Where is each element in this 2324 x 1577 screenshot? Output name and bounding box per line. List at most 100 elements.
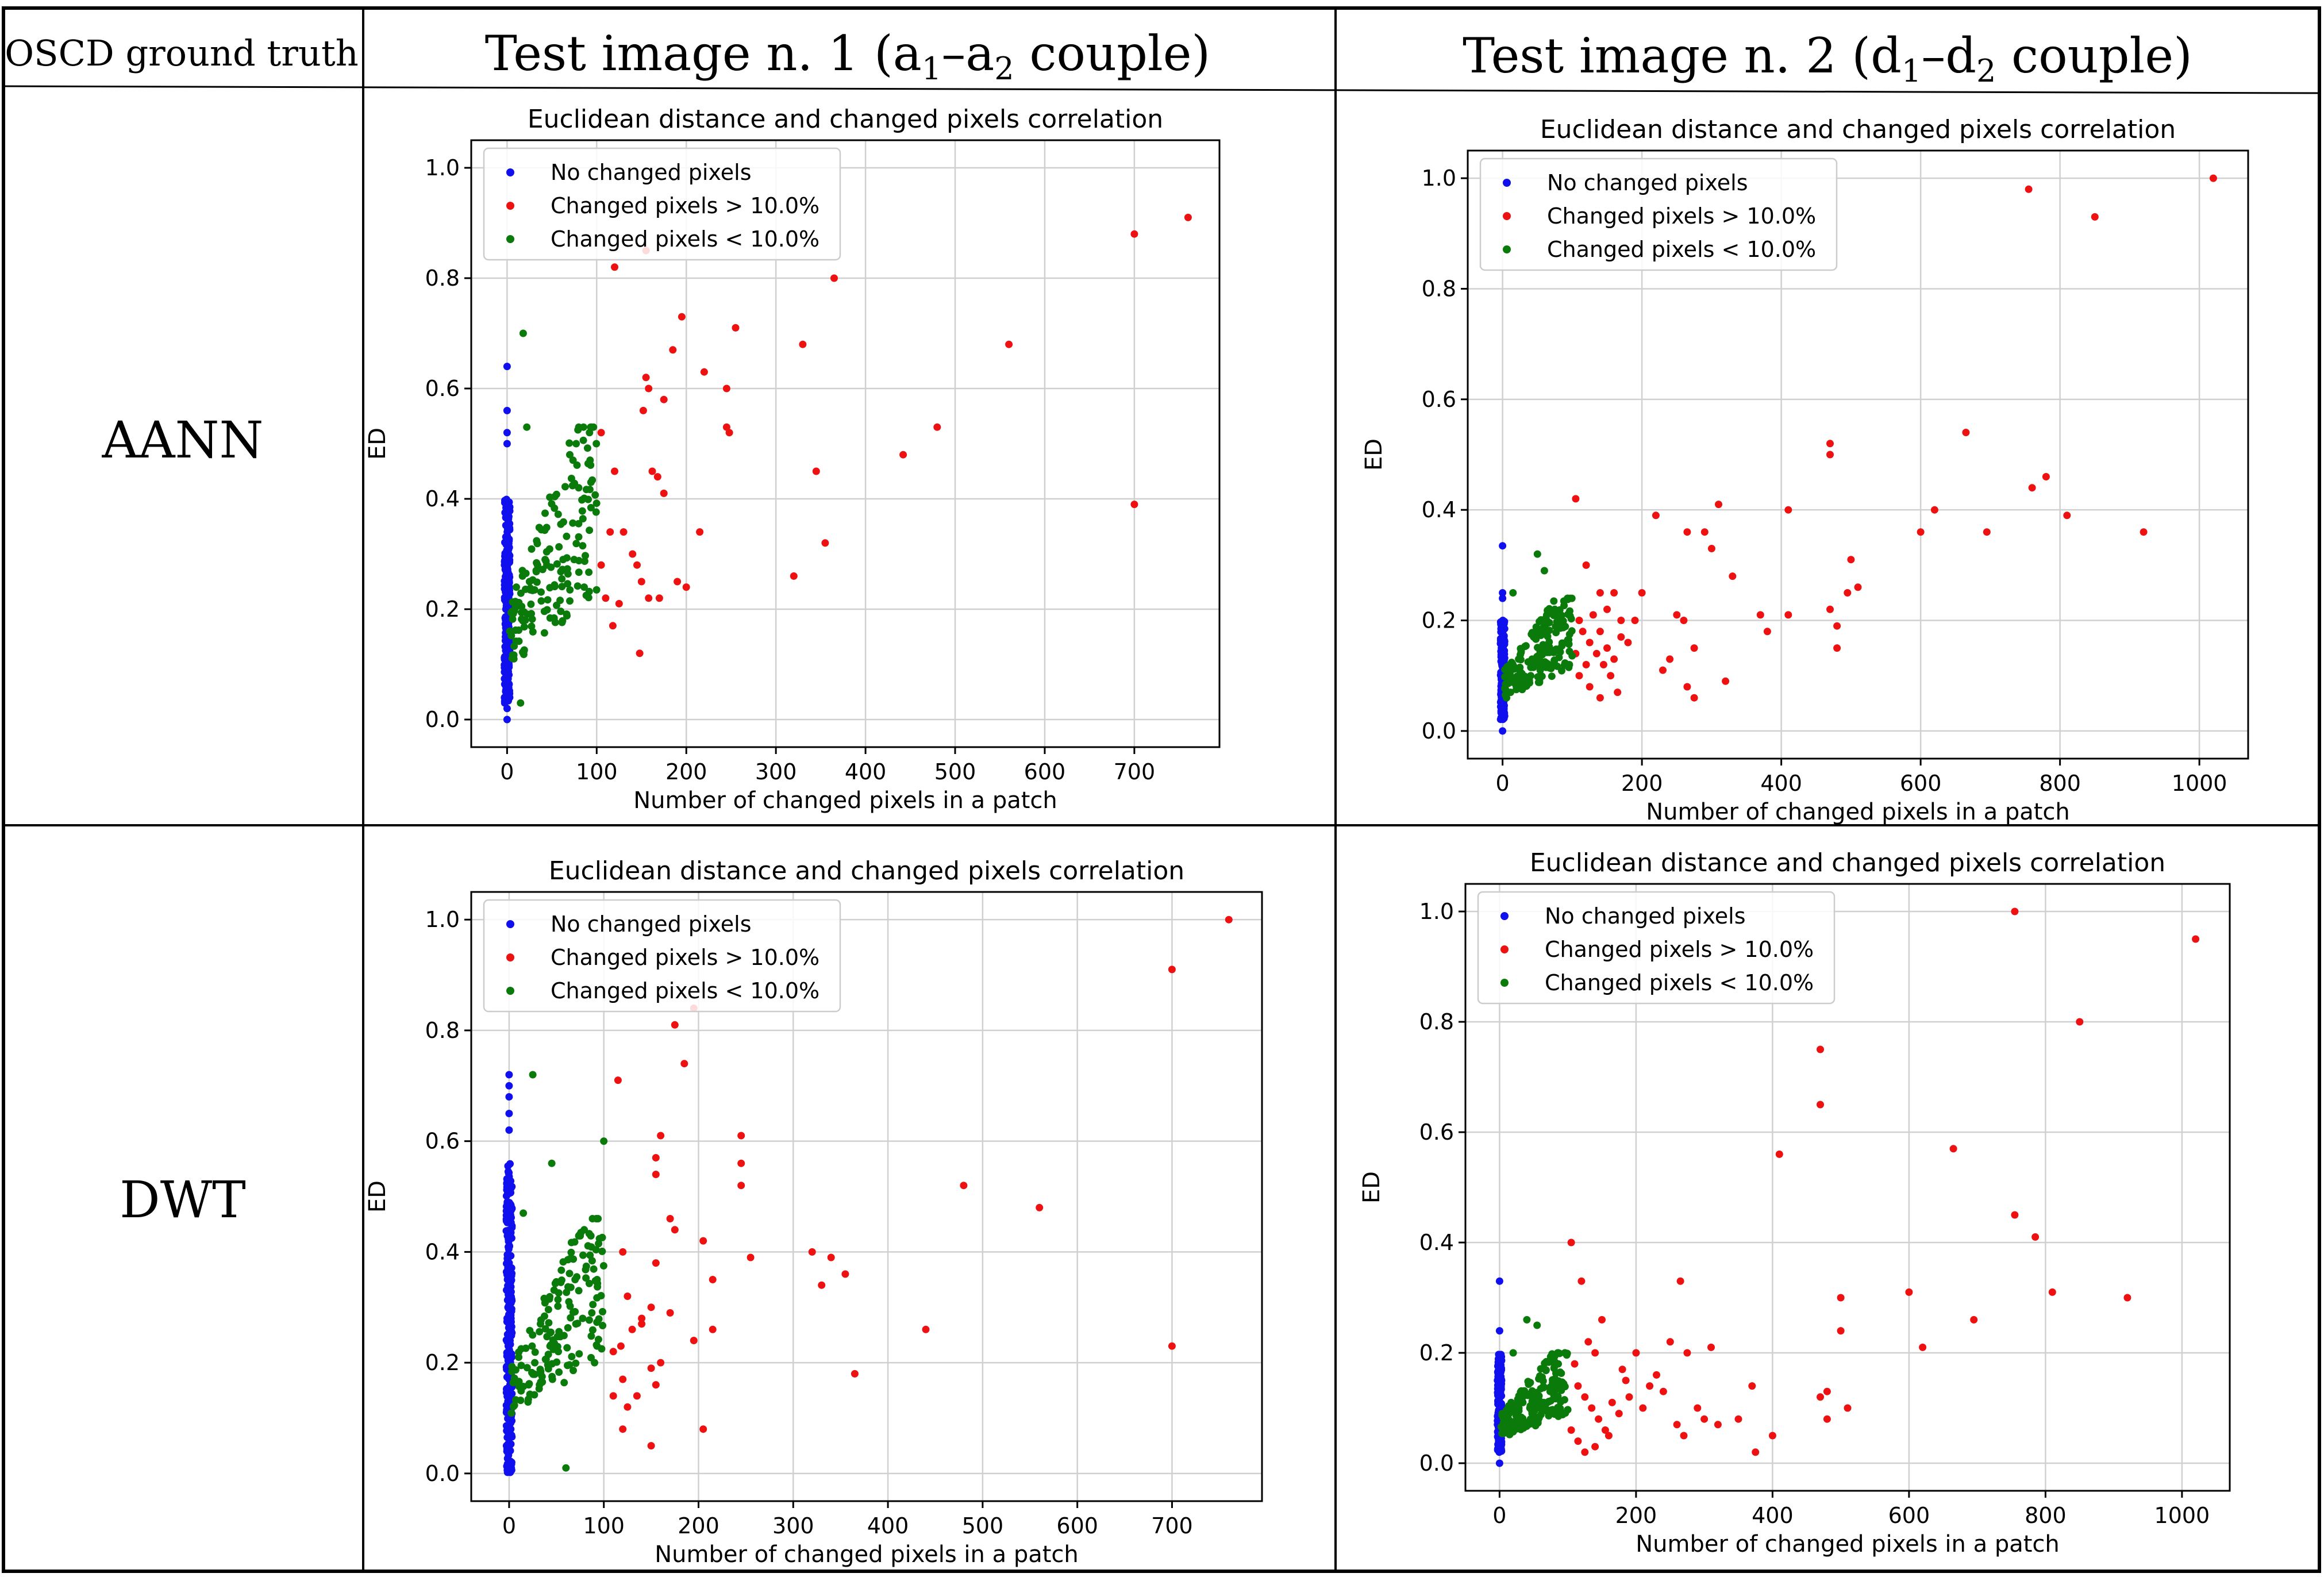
col-header-1-sub1: 1: [922, 51, 941, 87]
series-0: [1494, 1277, 1506, 1467]
data-point: [737, 1159, 745, 1167]
data-point: [1844, 1404, 1852, 1412]
data-point: [637, 578, 645, 586]
data-point: [1510, 676, 1518, 683]
data-point: [624, 1403, 632, 1411]
data-point: [1515, 1425, 1523, 1432]
data-point: [1497, 1367, 1505, 1375]
data-point: [1683, 1349, 1691, 1357]
data-point: [669, 346, 677, 354]
data-point: [1715, 501, 1722, 509]
data-point: [1817, 1101, 1824, 1109]
x-tick-label: 400: [845, 759, 887, 784]
data-point: [1588, 1404, 1596, 1412]
data-point: [1752, 1448, 1760, 1456]
data-point: [503, 690, 511, 698]
series-1: [609, 916, 1233, 1450]
data-point: [1763, 628, 1771, 636]
data-point: [597, 429, 605, 437]
legend-box: [1477, 891, 1836, 1005]
data-point: [506, 1264, 514, 1272]
data-point: [1572, 495, 1580, 503]
data-point: [1523, 1316, 1531, 1324]
data-point: [1734, 1415, 1742, 1423]
data-point: [528, 1342, 536, 1350]
data-point: [506, 1433, 514, 1441]
data-point: [1560, 597, 1568, 605]
data-point: [503, 429, 511, 437]
data-point: [505, 1093, 513, 1101]
data-point: [532, 568, 540, 576]
data-point: [732, 324, 740, 332]
data-point: [1530, 633, 1538, 641]
data-point: [1540, 1383, 1548, 1391]
legend-marker: [506, 987, 514, 995]
data-point: [1823, 1415, 1831, 1423]
data-point: [575, 484, 583, 492]
data-point: [1599, 661, 1607, 668]
data-point: [666, 1215, 674, 1222]
legend-marker: [506, 168, 514, 176]
data-point: [519, 329, 527, 337]
data-point: [545, 1319, 553, 1327]
data-point: [586, 526, 594, 534]
data-point: [1905, 1288, 1913, 1296]
data-point: [1543, 648, 1551, 656]
data-point: [517, 699, 525, 707]
data-point: [594, 1336, 602, 1344]
data-point: [533, 537, 541, 545]
data-point: [572, 440, 580, 448]
data-point: [520, 608, 528, 616]
data-point: [554, 1295, 562, 1303]
data-point: [589, 1301, 597, 1309]
data-point: [671, 1226, 679, 1234]
data-point: [1553, 1376, 1561, 1384]
data-point: [1548, 672, 1556, 680]
data-point: [1499, 638, 1507, 646]
data-point: [1550, 597, 1558, 605]
data-point: [555, 543, 563, 551]
data-point: [1729, 572, 1737, 580]
y-tick-label: 0.0: [1419, 1451, 1454, 1476]
data-point: [505, 535, 513, 543]
data-point: [503, 440, 511, 448]
data-point: [517, 1397, 525, 1405]
data-point: [1560, 661, 1568, 669]
col-header-2-mid: –d: [1921, 28, 1976, 84]
data-point: [1528, 1410, 1536, 1418]
data-point: [2076, 1018, 2084, 1026]
x-tick-label: 400: [1760, 771, 1802, 796]
x-tick-label: 1000: [2172, 771, 2227, 796]
data-point: [503, 525, 511, 533]
data-point: [1499, 594, 1507, 602]
data-point: [1556, 606, 1564, 614]
data-point: [1603, 644, 1611, 652]
data-point: [2140, 528, 2148, 536]
x-tick-label: 0: [1492, 1503, 1506, 1528]
data-point: [595, 1240, 603, 1248]
data-point: [933, 423, 941, 431]
data-point: [1700, 528, 1709, 536]
data-point: [571, 1307, 579, 1316]
data-point: [611, 263, 618, 271]
data-point: [1225, 916, 1233, 924]
data-point: [588, 1309, 596, 1317]
plot-frame: [470, 139, 1221, 748]
data-point: [1625, 1393, 1633, 1401]
data-point: [558, 575, 566, 583]
data-point: [1168, 1342, 1176, 1350]
data-point: [1495, 1277, 1503, 1285]
data-point: [546, 614, 554, 622]
data-point: [1680, 617, 1688, 624]
data-point: [559, 556, 567, 564]
data-point: [1638, 589, 1646, 597]
data-point: [799, 340, 807, 348]
data-point: [1537, 671, 1545, 679]
data-point: [1005, 340, 1013, 348]
data-point: [1495, 1398, 1503, 1406]
data-point: [563, 532, 571, 540]
data-point: [541, 1312, 548, 1320]
data-point: [553, 560, 561, 568]
data-point: [1507, 1398, 1515, 1406]
data-point: [523, 1364, 531, 1372]
